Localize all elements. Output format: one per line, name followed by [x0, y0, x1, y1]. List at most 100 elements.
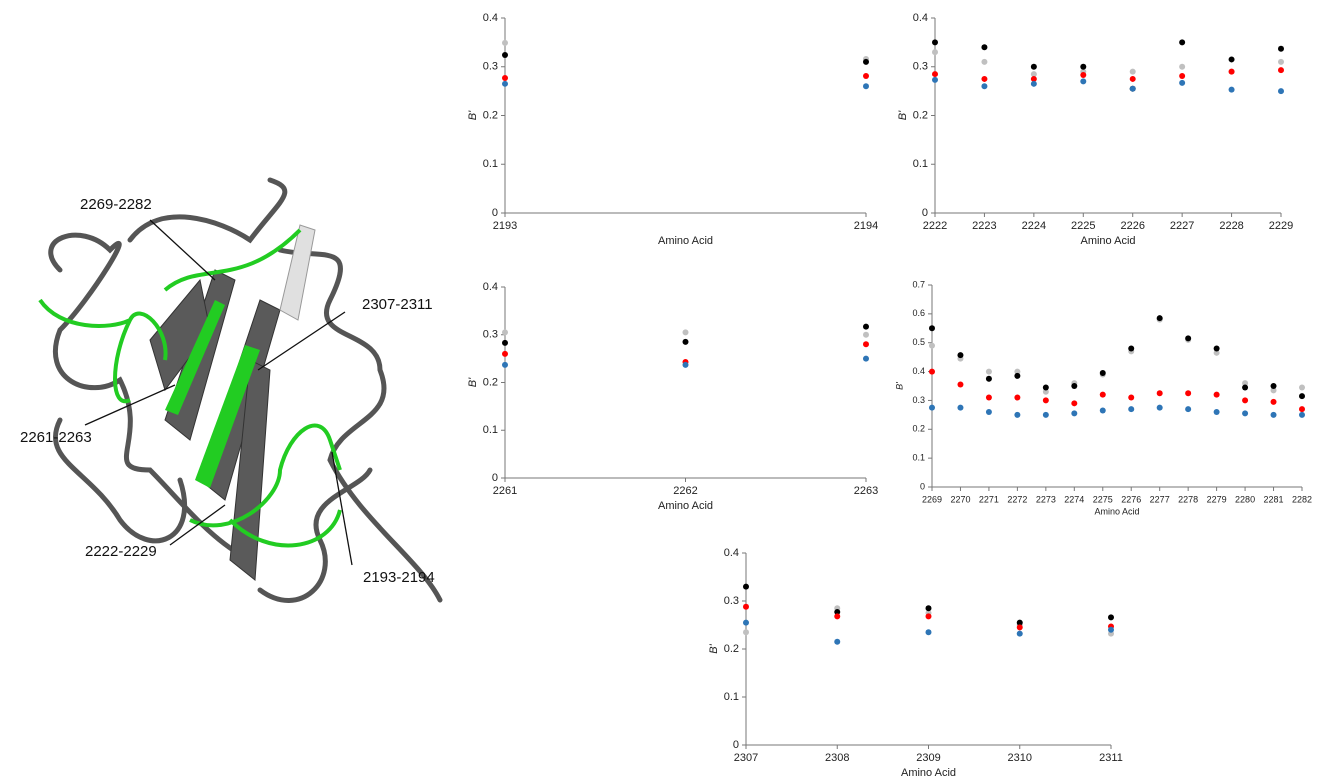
- x-tick-label: 2280: [1235, 494, 1255, 504]
- y-tick-label: 0.3: [912, 395, 925, 405]
- point: [1014, 368, 1021, 375]
- x-tick-label: 2270: [950, 494, 970, 504]
- region-label: 2269-2282: [80, 196, 152, 213]
- x-tick-label: 2228: [1219, 220, 1243, 232]
- point: [932, 39, 938, 46]
- y-axis-label: B': [467, 110, 479, 120]
- region-label: 2222-2229: [85, 543, 157, 560]
- x-axis-label: Amino Acid: [1094, 506, 1139, 516]
- y-tick-label: 0.1: [483, 424, 498, 436]
- y-tick-label: 0.5: [912, 337, 925, 347]
- point: [1299, 393, 1305, 400]
- point: [863, 355, 869, 362]
- point: [1156, 404, 1163, 411]
- region-label: 2261-2263: [20, 429, 92, 446]
- point: [981, 75, 988, 82]
- point: [502, 52, 508, 59]
- point: [1270, 387, 1277, 394]
- point: [1128, 345, 1135, 352]
- chart: 0 0.1 0.2 0.3 0.4 2222 2223 2224 2225 2226 2227 222…: [897, 12, 1293, 247]
- x-tick-label: 2263: [854, 485, 878, 497]
- point: [925, 629, 932, 636]
- x-tick-label: 2269: [922, 494, 942, 504]
- y-tick-label: 0.2: [483, 376, 498, 388]
- x-tick-label: 2261: [493, 485, 517, 497]
- x-tick-label: 2311: [1099, 752, 1123, 764]
- point: [682, 329, 689, 336]
- point: [981, 44, 988, 51]
- point: [863, 323, 869, 330]
- point: [1179, 39, 1186, 46]
- point: [1071, 383, 1078, 389]
- point: [1016, 630, 1023, 637]
- point: [1185, 335, 1192, 342]
- y-tick-label: 0: [920, 481, 925, 491]
- point: [863, 58, 869, 65]
- point: [1129, 68, 1136, 75]
- point: [1129, 75, 1136, 82]
- y-axis-label: B': [894, 382, 904, 390]
- point: [743, 583, 749, 590]
- chart: 0 0.1 0.2 0.3 0.4 2307 2308 2309 2310 2311 Amino A…: [708, 547, 1123, 779]
- x-tick-label: 2229: [1269, 220, 1293, 232]
- point: [1179, 79, 1186, 86]
- x-tick-label: 2278: [1178, 494, 1198, 504]
- point: [957, 404, 964, 411]
- region-label: 2307-2311: [362, 296, 433, 313]
- x-tick-label: 2309: [916, 752, 940, 764]
- x-tick-label: 2194: [854, 220, 878, 232]
- x-tick-label: 2225: [1071, 220, 1095, 232]
- point: [863, 331, 869, 338]
- point: [929, 404, 935, 411]
- point: [1042, 411, 1049, 418]
- x-tick-label: 2272: [1007, 494, 1027, 504]
- point: [743, 619, 749, 626]
- point: [1108, 626, 1114, 633]
- point: [1030, 75, 1037, 82]
- chart: 0 0.1 0.2 0.3 0.4 0.5 0.6 0.7 2269 2270 2271 2272 22…: [894, 279, 1312, 516]
- point: [1014, 372, 1021, 379]
- x-tick-label: 2227: [1170, 220, 1194, 232]
- point: [1242, 410, 1249, 417]
- x-axis-label: Amino Acid: [658, 500, 713, 512]
- point: [1213, 408, 1220, 415]
- point: [834, 613, 841, 620]
- point: [1016, 619, 1023, 626]
- point: [834, 609, 841, 616]
- point: [1228, 56, 1235, 63]
- point: [1156, 390, 1163, 397]
- point: [1270, 411, 1277, 418]
- x-axis-label: Amino Acid: [1080, 235, 1135, 247]
- point: [1128, 394, 1135, 401]
- point: [502, 329, 508, 336]
- x-tick-label: 2271: [979, 494, 999, 504]
- point: [932, 71, 938, 78]
- x-tick-label: 2310: [1008, 752, 1032, 764]
- x-tick-label: 2193: [493, 220, 517, 232]
- point: [929, 368, 935, 375]
- point: [1080, 63, 1087, 70]
- x-tick-label: 2262: [673, 485, 697, 497]
- chart: 0 0.1 0.2 0.3 0.4 2261 2262 2263 Amino Acid B': [467, 281, 878, 512]
- y-tick-label: 0.4: [912, 366, 925, 376]
- point: [1129, 85, 1136, 92]
- point: [1042, 384, 1049, 391]
- point: [1278, 67, 1284, 74]
- y-axis-label: B': [708, 643, 720, 653]
- y-axis-label: B': [467, 377, 479, 387]
- y-tick-label: 0.1: [724, 691, 739, 703]
- point: [1278, 88, 1284, 95]
- point: [1014, 411, 1021, 418]
- point: [1108, 614, 1114, 621]
- point: [863, 73, 869, 80]
- y-tick-label: 0.3: [913, 61, 928, 73]
- point: [1030, 63, 1037, 70]
- point: [1270, 383, 1277, 389]
- point: [1080, 72, 1087, 79]
- point: [925, 605, 932, 612]
- point: [1242, 384, 1249, 391]
- point: [682, 361, 689, 368]
- point: [1228, 86, 1235, 93]
- point: [985, 394, 992, 401]
- point: [834, 638, 841, 645]
